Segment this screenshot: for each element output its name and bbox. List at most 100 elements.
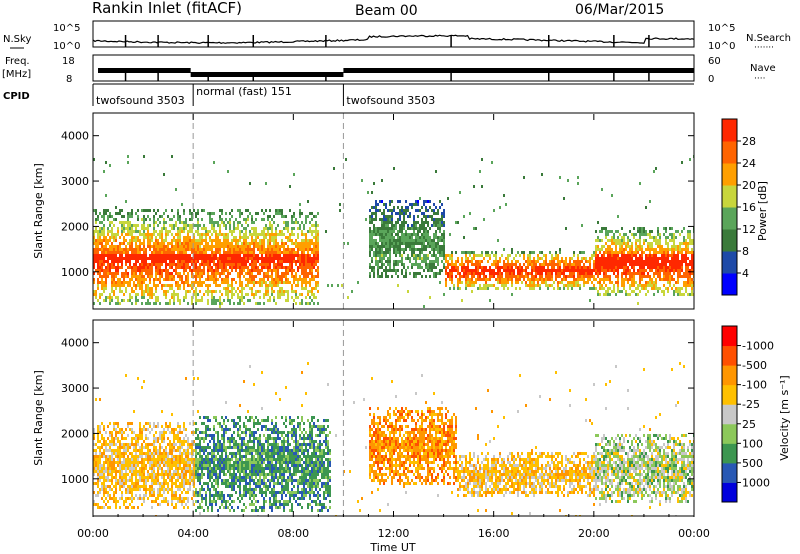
- heatmap-cell: [637, 269, 639, 272]
- heatmap-cell: [93, 431, 95, 434]
- heatmap-cell: [169, 263, 171, 266]
- heatmap-cell: [455, 275, 457, 278]
- heatmap-cell: [93, 473, 95, 476]
- heatmap-cell: [313, 266, 315, 269]
- heatmap-cell: [307, 281, 309, 284]
- heatmap-cell: [117, 248, 119, 251]
- heatmap-cell: [121, 257, 123, 260]
- heatmap-cell: [687, 248, 689, 251]
- heatmap-cell: [459, 263, 461, 266]
- heatmap-cell: [153, 224, 155, 227]
- heatmap-cell: [309, 281, 311, 284]
- heatmap-cell: [307, 200, 309, 203]
- heatmap-cell: [163, 224, 165, 227]
- heatmap-cell: [105, 446, 107, 449]
- heatmap-cell: [215, 233, 217, 236]
- heatmap-cell: [117, 257, 119, 260]
- heatmap-cell: [279, 266, 281, 269]
- heatmap-cell: [291, 284, 293, 287]
- heatmap-cell: [185, 245, 187, 248]
- heatmap-cell: [299, 242, 301, 245]
- heatmap-cell: [369, 209, 371, 212]
- heatmap-cell: [655, 284, 657, 287]
- nsky-line: [92, 34, 695, 45]
- heatmap-cell: [457, 257, 459, 260]
- heatmap-cell: [285, 260, 287, 263]
- nsky-label: N.Sky: [3, 34, 31, 45]
- heatmap-cell: [189, 284, 191, 287]
- heatmap-cell: [463, 263, 465, 266]
- heatmap-cell: [161, 251, 163, 254]
- heatmap-cell: [687, 263, 689, 266]
- heatmap-cell: [687, 251, 689, 254]
- heatmap-cell: [95, 461, 97, 464]
- heatmap-cell: [403, 215, 405, 218]
- heatmap-cell: [157, 218, 159, 221]
- heatmap-cell: [669, 266, 671, 269]
- heatmap-cell: [101, 464, 103, 467]
- heatmap-cell: [257, 302, 259, 305]
- heatmap-cell: [113, 260, 115, 263]
- heatmap-cell: [441, 215, 443, 218]
- heatmap-cell: [589, 299, 591, 302]
- heatmap-cell: [405, 200, 407, 203]
- heatmap-cell: [613, 260, 615, 263]
- heatmap-cell: [511, 269, 513, 272]
- heatmap-cell: [433, 221, 435, 224]
- heatmap-cell: [279, 251, 281, 254]
- heatmap-cell: [593, 266, 595, 269]
- heatmap-cell: [103, 251, 105, 254]
- heatmap-cell: [597, 260, 599, 263]
- heatmap-cell: [619, 245, 621, 248]
- heatmap-cell: [267, 299, 269, 302]
- heatmap-cell: [639, 257, 641, 260]
- heatmap-cell: [171, 266, 173, 269]
- heatmap-cell: [577, 272, 579, 275]
- heatmap-cell: [253, 281, 255, 284]
- heatmap-cell: [249, 278, 251, 281]
- heatmap-cell: [241, 248, 243, 251]
- heatmap-cell: [669, 239, 671, 242]
- heatmap-cell: [399, 227, 401, 230]
- heatmap-cell: [271, 260, 273, 263]
- heatmap-cell: [597, 272, 599, 275]
- heatmap-cell: [125, 254, 127, 257]
- heatmap-cell: [277, 245, 279, 248]
- heatmap-cell: [681, 248, 683, 251]
- heatmap-cell: [687, 281, 689, 284]
- heatmap-cell: [143, 281, 145, 284]
- heatmap-cell: [109, 212, 111, 215]
- heatmap-cell: [465, 260, 467, 263]
- heatmap-cell: [467, 251, 469, 254]
- heatmap-cell: [633, 260, 635, 263]
- heatmap-cell: [627, 278, 629, 281]
- heatmap-cell: [203, 227, 205, 230]
- heatmap-cell: [437, 227, 439, 230]
- heatmap-cell: [615, 230, 617, 233]
- heatmap-cell: [447, 272, 449, 275]
- heatmap-cell: [291, 260, 293, 263]
- heatmap-cell: [299, 278, 301, 281]
- heatmap-cell: [133, 272, 135, 275]
- heatmap-cell: [187, 230, 189, 233]
- heatmap-cell: [181, 248, 183, 251]
- heatmap-cell: [269, 233, 271, 236]
- heatmap-cell: [369, 245, 371, 248]
- heatmap-cell: [661, 266, 663, 269]
- heatmap-cell: [129, 491, 131, 494]
- heatmap-cell: [291, 251, 293, 254]
- heatmap-cell: [133, 437, 135, 440]
- heatmap-cell: [425, 266, 427, 269]
- heatmap-cell: [227, 170, 229, 173]
- heatmap-cell: [247, 278, 249, 281]
- heatmap-cell: [123, 215, 125, 218]
- heatmap-cell: [95, 239, 97, 242]
- heatmap-cell: [603, 263, 605, 266]
- heatmap-cell: [301, 233, 303, 236]
- heatmap-cell: [395, 221, 397, 224]
- heatmap-cell: [267, 275, 269, 278]
- heatmap-cell: [537, 272, 539, 275]
- heatmap-cell: [481, 260, 483, 263]
- heatmap-cell: [261, 230, 263, 233]
- heatmap-cell: [675, 281, 677, 284]
